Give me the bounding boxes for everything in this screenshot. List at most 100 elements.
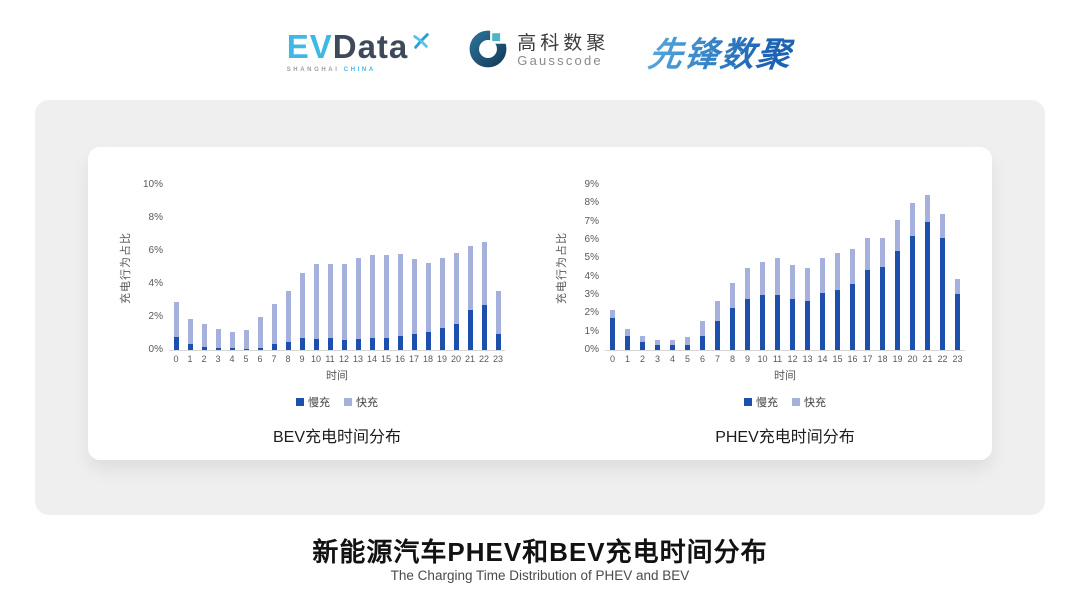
bar-segment-slow: [327, 338, 333, 350]
bar-segment-fast: [820, 258, 825, 294]
bar-segment-fast: [341, 264, 347, 341]
x-tick-label: 4: [229, 354, 235, 364]
bar-segment-slow: [655, 345, 660, 350]
bar-bev-hour-18: [421, 262, 435, 350]
y-axis: 0% 2% 4% 6% 8% 10%: [135, 180, 169, 355]
bar-phev-hour-12: [785, 264, 800, 350]
bar-segment-fast: [467, 246, 473, 311]
legend-swatch-slow: [744, 397, 752, 406]
x-tick-label: 21: [922, 354, 933, 364]
bar-segment-fast: [610, 309, 615, 318]
x-tick-label: 23: [492, 354, 503, 364]
bar-segment-slow: [313, 339, 319, 350]
bar-bev-hour-7: [267, 303, 281, 350]
x-tick-label: 22: [478, 354, 489, 364]
x-axis-title-phev: 时间: [774, 369, 796, 382]
logo-header: EVData SHANGHAI CHINA: [0, 20, 1080, 82]
evdata-china-text: CHINA: [343, 66, 376, 73]
bar-bev-hour-10: [309, 264, 323, 350]
legend-bev: 慢充 快充: [169, 394, 505, 410]
bar-segment-fast: [895, 219, 900, 251]
bar-bev-hour-21: [463, 246, 477, 350]
x-tick-label: 22: [937, 354, 948, 364]
x-tick-label: 11: [772, 354, 783, 364]
bar-segment-slow: [940, 238, 945, 350]
bar-bev-hour-22: [477, 241, 491, 350]
bar-segment-slow: [467, 310, 473, 350]
bar-segment-fast: [327, 264, 333, 339]
legend-item-fast: 快充: [792, 394, 826, 410]
x-tick-label: 10: [757, 354, 768, 364]
bar-segment-fast: [397, 254, 403, 336]
bar-segment-fast: [481, 241, 487, 305]
bar-bev-hour-8: [281, 290, 295, 350]
bar-segment-fast: [775, 258, 780, 295]
x-tick-label: 13: [802, 354, 813, 364]
bar-segment-fast: [229, 331, 235, 349]
bar-segment-fast: [715, 300, 720, 321]
bar-bev-hour-0: [169, 302, 183, 350]
evdata-shanghai-text: SHANGHAI: [286, 66, 340, 73]
bar-segment-slow: [257, 347, 263, 350]
bar-segment-slow: [187, 344, 193, 350]
y-tick-label: 6%: [584, 234, 599, 245]
bar-phev-hour-21: [920, 195, 935, 350]
bar-phev-hour-17: [860, 238, 875, 350]
x-tick-label: 15: [832, 354, 843, 364]
y-axis-title-bev: 充电行为占比: [115, 185, 135, 350]
x-tick-label: 17: [408, 354, 419, 364]
bar-phev-hour-16: [845, 249, 860, 350]
bar-phev-hour-8: [725, 283, 740, 350]
bar-segment-slow: [700, 336, 705, 350]
bar-segment-fast: [425, 262, 431, 332]
bar-segment-slow: [745, 298, 750, 350]
bar-segment-fast: [299, 273, 305, 339]
x-axis-title-bev: 时间: [326, 369, 348, 382]
bar-phev-hour-13: [800, 267, 815, 350]
bar-segment-fast: [411, 259, 417, 334]
bar-bev-hour-6: [253, 317, 267, 350]
bar-segment-slow: [201, 346, 207, 350]
chart-title-bev: BEV充电时间分布: [272, 428, 402, 446]
bar-segment-fast: [805, 267, 810, 302]
bar-segment-slow: [925, 221, 930, 350]
bar-segment-slow: [299, 338, 305, 350]
bar-segment-fast: [625, 328, 630, 337]
bar-segment-slow: [760, 295, 765, 350]
bar-phev-hour-20: [905, 203, 920, 350]
bar-bev-hour-3: [211, 329, 225, 350]
bar-segment-fast: [640, 336, 645, 342]
x-tick-label: 19: [436, 354, 447, 364]
bar-bev-hour-4: [225, 331, 239, 350]
bar-phev-hour-19: [890, 219, 905, 350]
evdata-data-text: Data: [332, 27, 409, 65]
plot-area: [605, 185, 965, 351]
y-tick-label: 2%: [584, 307, 599, 319]
bar-bev-hour-16: [393, 254, 407, 350]
bar-segment-slow: [730, 307, 735, 350]
bar-segment-fast: [453, 252, 459, 324]
bar-bev-hour-15: [379, 255, 393, 350]
y-tick-label: 8%: [584, 197, 599, 209]
legend-swatch-slow: [296, 397, 304, 406]
x-tick-label: 9: [744, 354, 750, 364]
bar-segment-slow: [243, 348, 249, 350]
bar-segment-slow: [775, 295, 780, 350]
main-subtitle: The Charging Time Distribution of PHEV a…: [390, 568, 690, 583]
bar-segment-slow: [439, 327, 445, 350]
bar-segment-slow: [411, 333, 417, 350]
pinwheel-icon: [412, 22, 430, 55]
bar-bev-hour-19: [435, 258, 449, 350]
bar-segment-slow: [880, 266, 885, 350]
x-tick-label: 13: [352, 354, 363, 364]
chart-bev: 充电行为占比 0% 2% 4% 6% 8% 10% 0 1 2 3 4 5 6 7 8 9 10 11 12 13 1…: [115, 180, 505, 460]
bar-segment-fast: [201, 324, 207, 347]
x-tick-label: 10: [310, 354, 321, 364]
bar-phev-hour-15: [830, 252, 845, 350]
y-tick-label: 3%: [584, 289, 599, 300]
evdata-logo: EVData SHANGHAI CHINA: [286, 27, 430, 73]
bar-segment-slow: [610, 317, 615, 350]
legend-item-fast: 快充: [344, 394, 378, 410]
x-tick-label: 0: [609, 354, 615, 364]
x-tick-label: 3: [215, 354, 221, 364]
